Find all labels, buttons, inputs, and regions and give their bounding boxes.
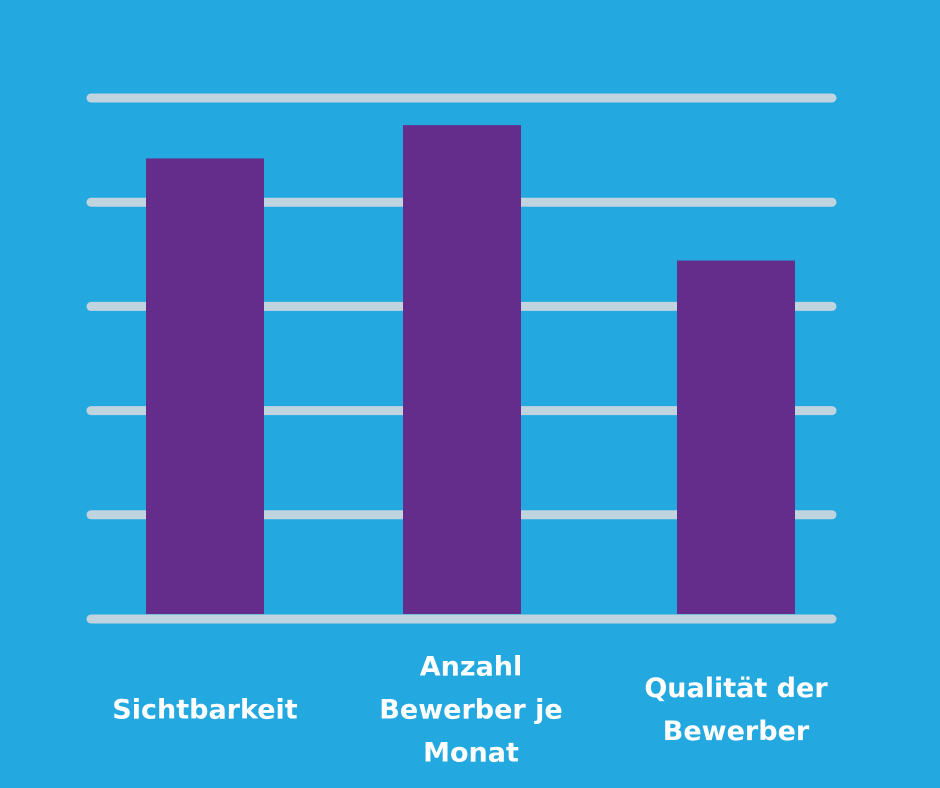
category-label-qualitaet: Qualität der Bewerber	[644, 673, 828, 747]
bars	[146, 125, 795, 614]
category-label-sichtbarkeit: Sichtbarkeit	[112, 694, 298, 726]
bar-2	[677, 260, 795, 614]
category-label-anzahl-bewerber: Anzahl Bewerber je Monat	[379, 651, 563, 769]
bar-1	[403, 125, 521, 614]
bar-0	[146, 158, 264, 614]
